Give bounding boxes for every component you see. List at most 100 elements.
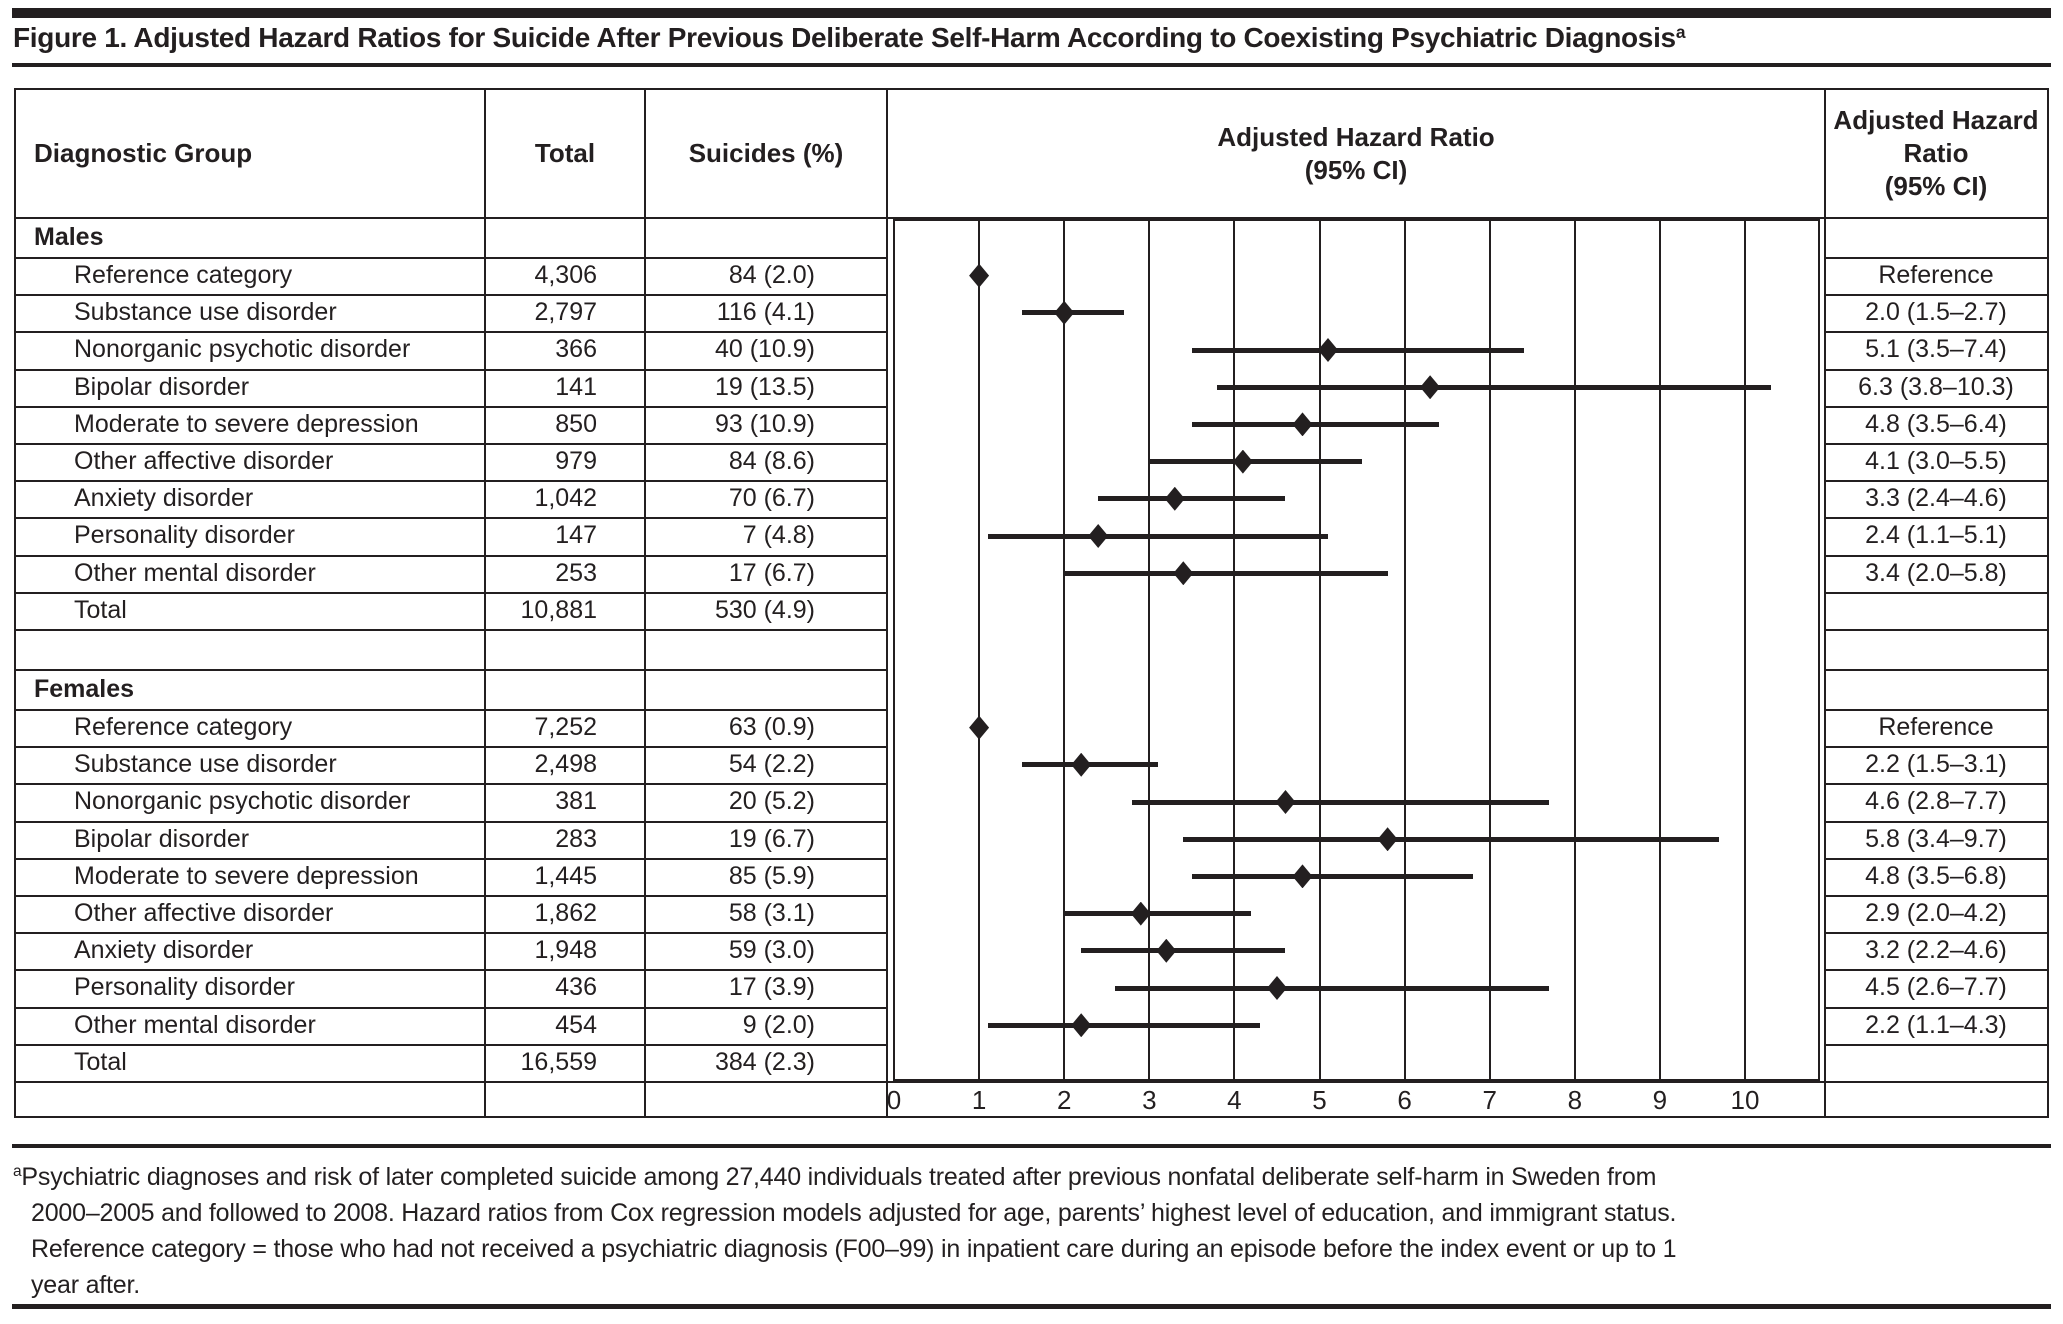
- row-total-value: 1,042: [534, 484, 597, 513]
- row-total-value: 2,797: [534, 298, 597, 327]
- row-suicides-value: 19 (13.5): [714, 372, 815, 401]
- header-hr-line3: (95% CI): [1884, 171, 1988, 201]
- row-hazard-ratio-value: 2.0 (1.5–2.7): [1865, 298, 2007, 327]
- row-hazard-ratio-value: 2.2 (1.1–4.3): [1865, 1010, 2007, 1039]
- row-border-left: [16, 857, 887, 860]
- footnote-line-3: Reference category = those who had not r…: [31, 1235, 1677, 1263]
- axis-row-top-border: [16, 1081, 2047, 1083]
- row-suicides-value: 84 (8.6): [728, 447, 815, 476]
- axis-tick-label-4: 4: [1227, 1085, 1242, 1115]
- row-total-value: 381: [555, 787, 597, 816]
- axis-tick-label-7: 7: [1482, 1085, 1497, 1115]
- row-suicides-value: 116 (4.1): [716, 298, 815, 327]
- title-top-bar: [12, 8, 2051, 18]
- row-group-label: Anxiety disorder: [74, 936, 254, 965]
- ci-line: [1191, 873, 1473, 879]
- row-border-right: [1825, 443, 2047, 445]
- row-group-label: Personality disorder: [74, 521, 295, 550]
- header-diagnostic-group: Diagnostic Group: [16, 90, 485, 217]
- row-border-left: [16, 783, 887, 786]
- row-border-right: [1825, 669, 2047, 671]
- ci-line: [987, 1022, 1260, 1028]
- section-label: Females: [34, 674, 135, 703]
- row-border-right: [1825, 1006, 2047, 1009]
- row-border-right: [1825, 895, 2047, 897]
- axis-tick-label-2: 2: [1056, 1085, 1072, 1115]
- axis-tick-label-1: 1: [971, 1085, 987, 1115]
- hazard-ratio-diamond: [1130, 901, 1151, 926]
- row-border-right: [1825, 554, 2047, 557]
- row-suicides-value: 54 (2.2): [728, 750, 815, 779]
- row-border-right: [1825, 709, 2047, 711]
- axis-tick-label-8: 8: [1567, 1085, 1583, 1115]
- row-suicides-value: 19 (6.7): [728, 824, 815, 853]
- row-suicides-value: 93 (10.9): [714, 409, 815, 438]
- row-hazard-ratio-value: 6.3 (3.8–10.3): [1858, 372, 2014, 401]
- ci-line: [1149, 459, 1363, 465]
- axis-tick-label-10: 10: [1730, 1085, 1760, 1115]
- row-border-right: [1825, 629, 2047, 631]
- ci-line: [1081, 948, 1286, 954]
- row-group-label: Substance use disorder: [74, 298, 337, 327]
- axis-gridline-7: [1488, 219, 1491, 1081]
- row-group-label: Other mental disorder: [74, 558, 316, 587]
- row-suicides-value: 85 (5.9): [728, 861, 815, 890]
- row-hazard-ratio-value: 4.1 (3.0–5.5): [1865, 447, 2007, 476]
- hazard-ratio-diamond: [1054, 300, 1075, 325]
- row-total-value: 283: [555, 824, 597, 853]
- row-suicides-value: 9 (2.0): [742, 1010, 815, 1039]
- row-group-label: Anxiety disorder: [74, 484, 254, 513]
- row-suicides-value: 58 (3.1): [728, 899, 815, 928]
- footnote-bottom-rule: [12, 1304, 2051, 1309]
- axis-tick-label-3: 3: [1142, 1085, 1157, 1115]
- row-border-left: [16, 554, 887, 557]
- row-total-value: 2,498: [534, 750, 597, 779]
- hazard-ratio-diamond: [1164, 486, 1185, 511]
- header-hr-line1: Adjusted Hazard: [1833, 105, 2039, 135]
- row-total-value: 850: [555, 409, 597, 438]
- header-plot: Adjusted Hazard Ratio (95% CI): [887, 90, 1825, 217]
- row-total-value: 10,881: [520, 595, 597, 624]
- row-border-right: [1825, 969, 2047, 972]
- row-hazard-ratio-value: 2.9 (2.0–4.2): [1865, 899, 2007, 928]
- header-bottom-border: [16, 217, 2047, 219]
- row-border-left: [16, 820, 887, 823]
- footnote: aPsychiatric diagnoses and risk of later…: [13, 1154, 2053, 1303]
- row-suicides-value: 7 (4.8): [742, 521, 815, 550]
- hazard-ratio-diamond: [1088, 524, 1109, 548]
- row-group-label: Total: [74, 1047, 127, 1076]
- row-suicides-value: 70 (6.7): [728, 484, 815, 513]
- hazard-ratio-diamond: [969, 715, 990, 740]
- row-border-right: [1825, 405, 2047, 408]
- axis-gridline-1: [978, 219, 981, 1081]
- row-border-right: [1825, 368, 2047, 371]
- row-border-right: [1825, 517, 2047, 520]
- title-rule: [12, 63, 2051, 67]
- header-total-label: Total: [534, 138, 596, 168]
- row-group-label: Bipolar disorder: [74, 372, 250, 401]
- row-group-label: Other mental disorder: [74, 1010, 316, 1039]
- row-hazard-ratio-value: 4.8 (3.5–6.4): [1865, 409, 2007, 438]
- row-total-value: 7,252: [534, 713, 597, 742]
- row-suicides-value: 384 (2.3): [714, 1047, 815, 1076]
- axis-gridline-2: [1063, 219, 1066, 1081]
- hazard-ratio-diamond: [1071, 752, 1092, 777]
- footnote-marker: a: [13, 1163, 22, 1180]
- row-total-value: 1,948: [534, 936, 597, 965]
- hazard-ratio-diamond: [1275, 790, 1296, 814]
- row-group-label: Other affective disorder: [74, 899, 334, 928]
- axis-tick-label-5: 5: [1312, 1085, 1327, 1115]
- row-hazard-ratio-value: 3.2 (2.2–4.6): [1865, 936, 2007, 965]
- axis-tick-label-6: 6: [1397, 1085, 1412, 1115]
- row-hazard-ratio-value: 4.6 (2.8–7.7): [1865, 787, 2007, 816]
- row-group-label: Personality disorder: [74, 973, 295, 1002]
- footnote-top-rule: [12, 1144, 2051, 1148]
- row-suicides-value: 20 (5.2): [728, 787, 815, 816]
- row-border-right: [1825, 591, 2047, 594]
- row-suicides-value: 59 (3.0): [728, 936, 815, 965]
- row-border-right: [1825, 783, 2047, 786]
- row-group-label: Moderate to severe depression: [74, 861, 419, 890]
- row-group-label: Nonorganic psychotic disorder: [74, 787, 411, 816]
- row-total-value: 979: [555, 447, 597, 476]
